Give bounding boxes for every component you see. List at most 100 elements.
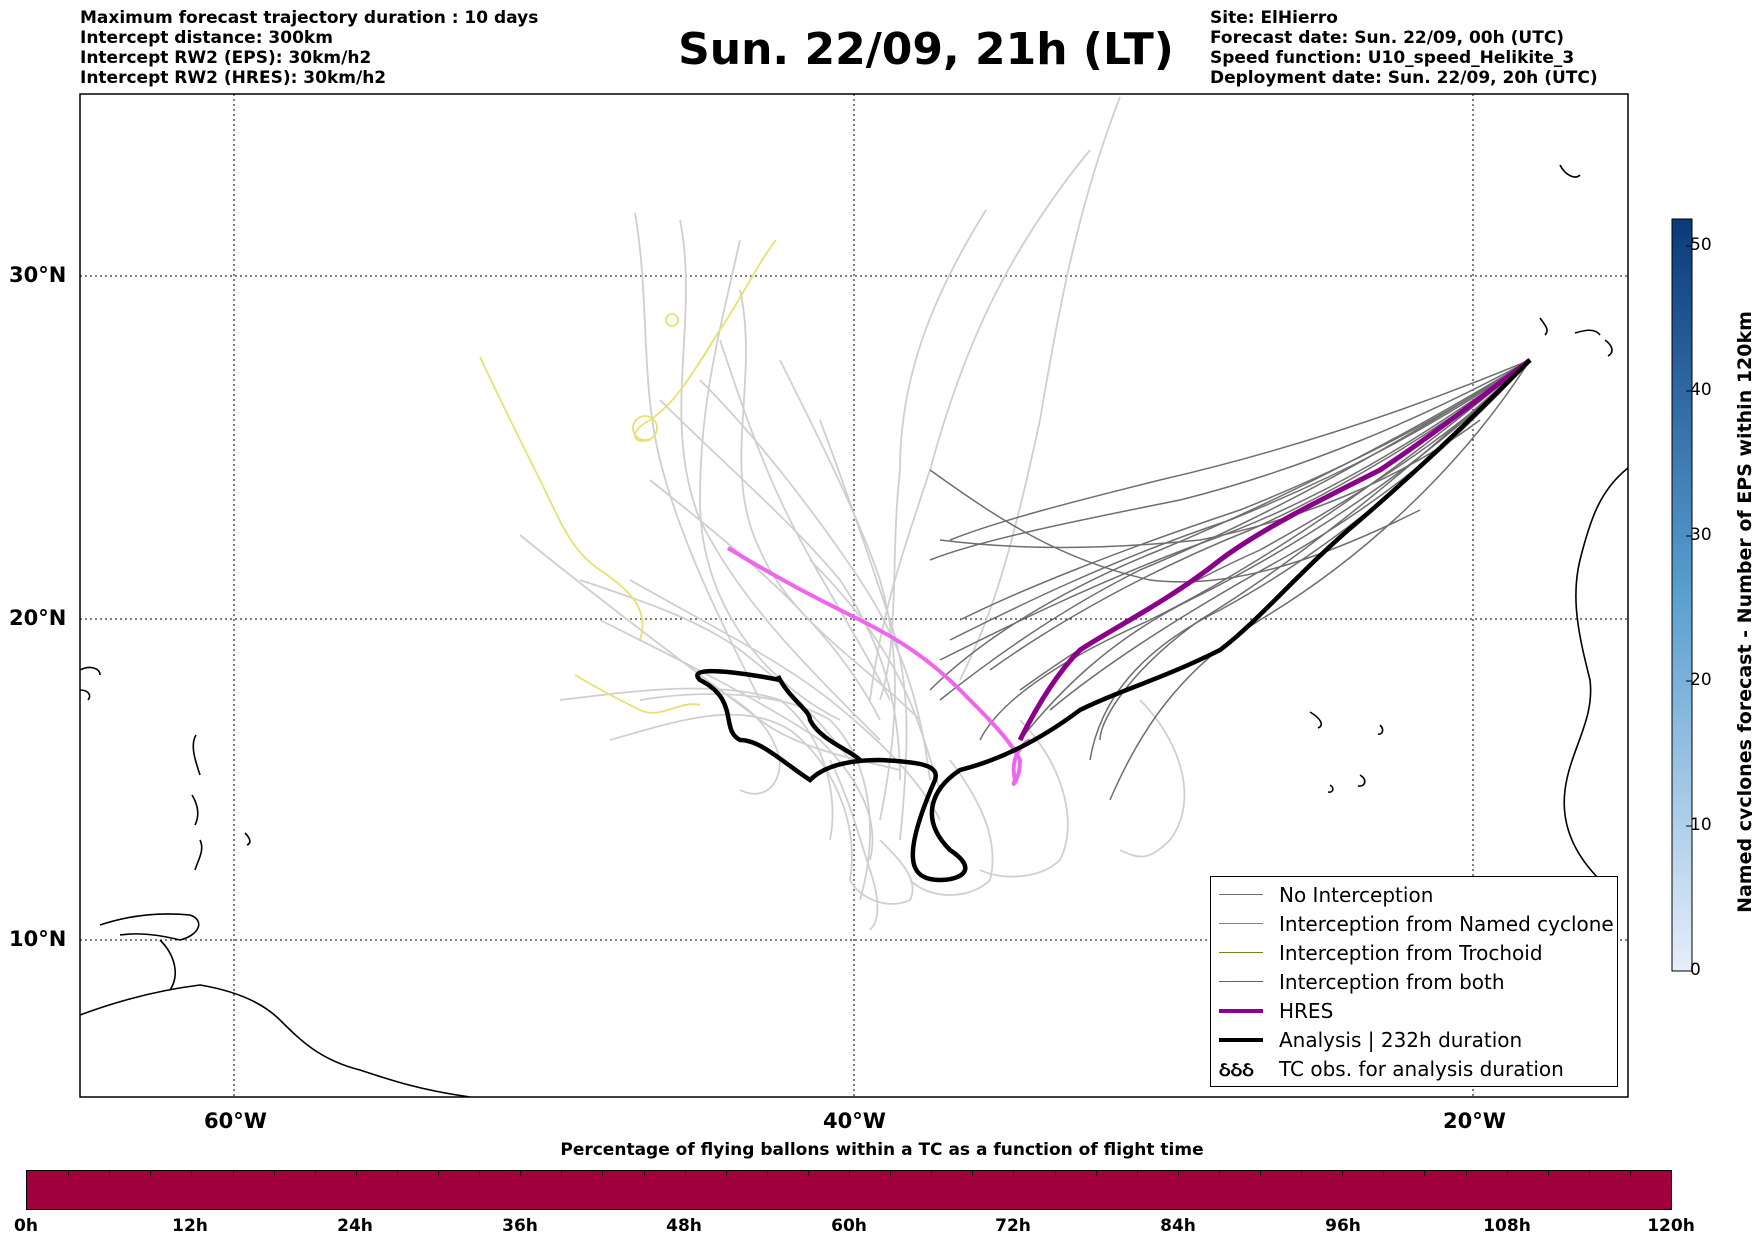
header-right-line: Forecast date: Sun. 22/09, 00h (UTC): [1210, 28, 1565, 48]
yellow-track: [574, 674, 701, 714]
colorbar-bottom-minor-tick: [109, 1171, 111, 1176]
legend-swatch: [1219, 1037, 1263, 1042]
colorbar-bottom-minor-tick: [561, 1171, 563, 1176]
yellow-tracks: [479, 239, 777, 714]
colorbar-bottom-minor-tick: [1013, 1171, 1015, 1176]
colorbar-bottom-minor-tick: [68, 1171, 70, 1176]
lon-label-60w: 60°W: [204, 1109, 267, 1133]
colorbar-bottom-minor-tick: [1424, 1171, 1426, 1176]
colorbar-tick: 0: [1690, 960, 1701, 980]
island-coast: [1539, 317, 1548, 336]
colorbar-bottom-minor-tick: [1383, 1171, 1385, 1176]
colorbar-tick: 50: [1690, 235, 1712, 255]
eps-track: [1109, 359, 1531, 801]
eps-track: [879, 209, 987, 701]
legend-label: HRES: [1279, 998, 1334, 1023]
legend-item: Interception from Named cyclone: [1219, 909, 1614, 938]
eps-track: [649, 479, 881, 721]
colorbar-bottom-minor-tick: [684, 1171, 686, 1176]
header-right-line: Speed function: U10_speed_Helikite_3: [1210, 48, 1575, 68]
header-right-line: Deployment date: Sun. 22/09, 20h (UTC): [1210, 68, 1598, 88]
eps-track: [949, 359, 1531, 541]
island-coast: [1357, 774, 1366, 787]
legend-swatch: [1219, 1008, 1263, 1013]
colorbar-bottom-minor-tick: [150, 1171, 152, 1176]
colorbar-bottom-minor-tick: [314, 1171, 316, 1176]
lat-label-20n: 20°N: [9, 606, 67, 630]
hres-track: [1017, 358, 1532, 742]
colorbar-bottom-minor-tick: [972, 1171, 974, 1176]
colorbar-bottom-minor-tick: [1177, 1171, 1179, 1176]
colorbar-bottom-minor-tick: [273, 1171, 275, 1176]
island-coast: [192, 734, 201, 776]
eps-track: [939, 359, 1531, 701]
colorbar-bottom-minor-tick: [602, 1171, 604, 1176]
analysis-track-segment: [775, 674, 862, 762]
colorbar-tick: 40: [1690, 380, 1712, 400]
legend-item: ઠઠઠ TC obs. for analysis duration: [1219, 1054, 1564, 1083]
header-left-line: Intercept RW2 (EPS): 30km/h2: [80, 48, 372, 68]
colorbar-bottom-minor-tick: [890, 1171, 892, 1176]
colorbar-bottom-tick: 48h: [666, 1216, 702, 1236]
coastlines: [80, 164, 1628, 1097]
colorbar-bottom-tick: 0h: [14, 1216, 38, 1236]
colorbar-right-gradient: [1671, 218, 1693, 972]
legend-label: TC obs. for analysis duration: [1279, 1056, 1564, 1081]
colorbar-tick: 10: [1690, 815, 1712, 835]
colorbar-bottom-minor-tick: [520, 1171, 522, 1176]
eps-track: [959, 96, 1121, 681]
colorbar-bottom-tick: 96h: [1325, 1216, 1361, 1236]
yellow-track: [479, 356, 644, 641]
legend-swatch: [1219, 981, 1263, 982]
header-left-line: Maximum forecast trajectory duration : 1…: [80, 8, 539, 28]
colorbar-bottom-minor-tick: [807, 1171, 809, 1176]
africa-coast: [1563, 467, 1628, 881]
lat-label-10n: 10°N: [9, 927, 67, 951]
colorbar-bottom-minor-tick: [479, 1171, 481, 1176]
island-coast: [1309, 711, 1322, 729]
yellow-loop: [632, 415, 658, 441]
colorbar-bottom-minor-tick: [1506, 1171, 1508, 1176]
lat-label-30n: 30°N: [9, 263, 67, 287]
colorbar-tick: 30: [1690, 525, 1712, 545]
header-left-line: Intercept distance: 300km: [80, 28, 333, 48]
eps-track: [609, 713, 853, 881]
colorbar-bottom-minor-tick: [232, 1171, 234, 1176]
legend-label: No Interception: [1279, 882, 1434, 907]
colorbar-bottom-tick: 72h: [995, 1216, 1031, 1236]
eps-track: [849, 839, 914, 905]
south-america-coast: [80, 984, 471, 1097]
legend: No Interception Interception from Named …: [1210, 876, 1618, 1087]
lon-label-40w: 40°W: [823, 1109, 886, 1133]
legend-label: Analysis | 232h duration: [1279, 1027, 1523, 1052]
hres-light-track: [726, 546, 1032, 786]
island-coast: [191, 794, 199, 826]
legend-item: Analysis | 232h duration: [1219, 1025, 1522, 1054]
colorbar-bottom-tick: 60h: [831, 1216, 867, 1236]
eps-track: [699, 379, 931, 781]
eps-track: [719, 339, 891, 701]
header-right: Site: ElHierro Forecast date: Sun. 22/09…: [1210, 8, 1598, 88]
colorbar-bottom-minor-tick: [1588, 1171, 1590, 1176]
island-coast: [80, 689, 91, 701]
colorbar-bottom: [26, 1170, 1672, 1210]
colorbar-bottom-minor-tick: [1301, 1171, 1303, 1176]
legend-label: Interception from both: [1279, 969, 1505, 994]
legend-item: Interception from Trochoid: [1219, 938, 1543, 967]
colorbar-bottom-minor-tick: [1547, 1171, 1549, 1176]
yellow-loop: [665, 313, 679, 327]
legend-label: Interception from Named cyclone: [1279, 911, 1614, 936]
island-coast: [1327, 784, 1334, 793]
lon-label-20w: 20°W: [1443, 1109, 1506, 1133]
colorbar-bottom-minor-tick: [1054, 1171, 1056, 1176]
legend-swatch: [1219, 923, 1263, 924]
analysis-track: [695, 358, 1532, 883]
colorbar-bottom-minor-tick: [1342, 1171, 1344, 1176]
eps-track: [779, 359, 896, 821]
eps-track: [929, 359, 1531, 561]
header-right-line: Site: ElHierro: [1210, 8, 1338, 28]
eps-track: [829, 759, 879, 931]
island-coast: [99, 913, 200, 941]
eps-track: [639, 693, 871, 901]
colorbar-bottom-minor-tick: [1629, 1171, 1631, 1176]
